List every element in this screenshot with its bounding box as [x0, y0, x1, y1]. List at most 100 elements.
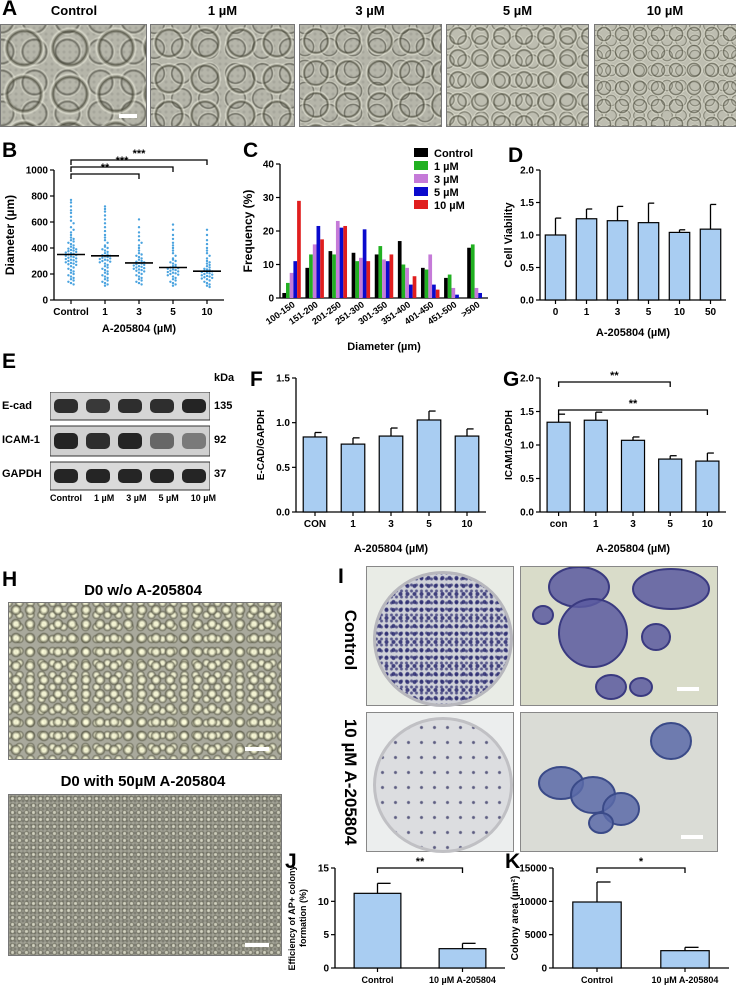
data-point — [169, 272, 172, 276]
data-point — [67, 256, 70, 259]
blot-row-label: E-cad — [2, 400, 32, 412]
bar — [401, 264, 406, 298]
blot-band — [118, 469, 142, 483]
data-point — [135, 280, 138, 283]
blot-band — [150, 399, 174, 413]
data-point — [67, 267, 70, 270]
data-point — [205, 233, 209, 237]
data-point — [106, 279, 109, 282]
data-point — [72, 279, 75, 282]
significance-bracket — [70, 159, 208, 165]
bar — [695, 460, 720, 513]
i-row-label-wrap: Control — [340, 590, 364, 690]
data-point — [208, 283, 211, 286]
data-point — [101, 267, 104, 270]
data-point — [135, 269, 138, 272]
western-blot: kDa E-cad ICAM-1 GAPDH 135 92 37 Control… — [0, 370, 250, 550]
bar — [316, 225, 321, 298]
data-point — [137, 235, 141, 238]
lane-label: 1 µM — [94, 493, 115, 503]
x-tick-label: 5 — [170, 307, 176, 318]
data-point — [171, 223, 175, 226]
data-point — [106, 263, 109, 267]
data-point — [137, 252, 141, 255]
y-tick-label: 15 — [318, 864, 330, 875]
bar — [544, 234, 567, 301]
micrograph-10um — [594, 24, 736, 127]
data-point — [208, 263, 211, 267]
data-point — [137, 244, 141, 247]
data-point — [140, 241, 143, 244]
h-top-caption: D0 w/o A-205804 — [84, 582, 202, 599]
bar — [340, 443, 366, 513]
bar — [320, 239, 324, 298]
data-point — [205, 259, 209, 263]
data-point — [103, 207, 107, 211]
data-point — [103, 226, 107, 229]
data-point — [132, 267, 135, 270]
bar — [420, 267, 425, 298]
x-tick-label: 10 — [461, 519, 473, 530]
legend-label: Control — [434, 148, 473, 160]
x-tick-label: 1 — [102, 307, 108, 318]
panel-label-g: G — [503, 368, 520, 391]
x-tick-label: 10 — [201, 307, 213, 318]
x-tick-label: 1 — [350, 519, 356, 530]
blot-band — [86, 399, 110, 413]
data-point — [69, 239, 73, 242]
data-point — [140, 283, 143, 286]
y-axis-title: Frequency (%) — [241, 190, 255, 273]
data-point — [103, 245, 107, 248]
y-axis-title: Colony area (µm²) — [510, 876, 521, 961]
data-point — [205, 268, 209, 271]
bar — [451, 287, 456, 298]
data-point — [103, 218, 107, 221]
data-point — [103, 252, 107, 255]
data-point — [137, 281, 141, 285]
data-point — [69, 278, 73, 281]
data-point — [69, 258, 73, 261]
x-tick-label: 3 — [388, 519, 394, 530]
y-tick-label: 0 — [42, 296, 48, 307]
bar — [332, 254, 336, 298]
bar — [447, 274, 452, 298]
data-point — [211, 273, 214, 276]
y-tick-label: 0.0 — [520, 296, 534, 307]
data-point — [103, 210, 107, 213]
data-point — [69, 245, 73, 248]
data-point — [140, 265, 143, 269]
data-point — [205, 257, 209, 260]
bar — [359, 257, 363, 298]
bar — [416, 419, 442, 513]
bar — [699, 228, 722, 301]
bar — [637, 222, 660, 301]
data-point — [64, 257, 68, 261]
blot-band — [86, 469, 110, 483]
data-point — [69, 215, 73, 218]
x-tick-label: Control — [581, 975, 613, 985]
bar — [575, 218, 598, 301]
data-point — [169, 261, 172, 264]
bar — [424, 269, 429, 298]
legend-swatch — [414, 148, 428, 157]
micrograph-control — [0, 24, 147, 127]
significance-label: ** — [416, 856, 425, 868]
legend-label: 10 µM — [434, 200, 465, 212]
data-point — [205, 278, 209, 281]
data-point — [103, 275, 107, 278]
data-point — [72, 237, 75, 241]
bar — [478, 292, 482, 298]
data-point — [69, 226, 73, 229]
y-tick-label: 1.0 — [520, 441, 534, 452]
data-point — [143, 270, 146, 273]
legend-label: 3 µM — [434, 174, 459, 186]
y-tick-label: 40 — [263, 160, 275, 171]
data-point — [135, 266, 138, 269]
data-point — [69, 233, 73, 237]
y-tick-label: 400 — [31, 244, 48, 255]
bar — [572, 901, 622, 969]
bar — [470, 244, 475, 298]
data-point — [205, 239, 209, 242]
